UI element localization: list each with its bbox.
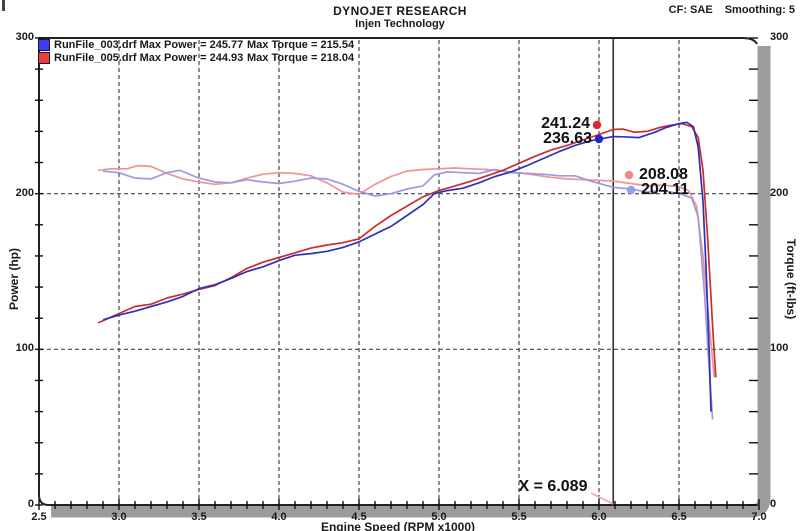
right-y-tick-label: 200 bbox=[770, 186, 789, 199]
page-subtitle: Injen Technology bbox=[355, 18, 445, 30]
value-marker-dot-2 bbox=[624, 170, 634, 180]
value-marker-dot-3 bbox=[626, 185, 636, 195]
value-marker-dot-0 bbox=[592, 120, 602, 130]
value-marker-dot-1 bbox=[594, 134, 604, 144]
legend-row-runfile-003[interactable]: RunFile_003.drf Max Power = 245.77 Max T… bbox=[38, 39, 354, 51]
curve-torque_runfile_003 bbox=[102, 168, 714, 420]
left-y-tick-label: 300 bbox=[15, 31, 34, 43]
cursor-value-label-2: 208.08 bbox=[639, 166, 688, 183]
x-tick-label: 6.5 bbox=[671, 511, 687, 523]
screen-artifact bbox=[2, 0, 5, 11]
run-003-max-torque: Max Torque = 215.54 bbox=[247, 39, 355, 51]
right-y-tick-label: 300 bbox=[770, 31, 789, 43]
x-tick-label: 6.0 bbox=[591, 511, 607, 523]
curve-torque_runfile_005 bbox=[98, 164, 716, 378]
left-y-tick-label: 100 bbox=[15, 342, 34, 355]
run-005-color-swatch bbox=[38, 52, 50, 64]
curve-power_runfile_005 bbox=[97, 122, 717, 378]
run-003-color-swatch bbox=[38, 39, 50, 51]
legend-row-runfile-005[interactable]: RunFile_005.drf Max Power = 244.93 Max T… bbox=[38, 52, 354, 64]
correction-factor-label: CF: SAE bbox=[668, 4, 713, 16]
page-title: DYNOJET RESEARCH bbox=[333, 4, 467, 18]
plot-frame-left-bottom bbox=[38, 38, 757, 506]
cursor-value-label-0: 241.24 bbox=[541, 115, 590, 132]
right-y-tick-label: 0 bbox=[770, 498, 777, 510]
x-tick-label: 4.5 bbox=[351, 511, 367, 523]
run-005-label: RunFile_005.drf Max Power = 244.93 bbox=[54, 52, 244, 64]
x-tick-label: 7.0 bbox=[751, 511, 767, 523]
cursor-value-label-1: 236.63 bbox=[543, 130, 592, 147]
cursor-x-label: X = 6.089 bbox=[518, 478, 588, 495]
x-tick-label: 3.0 bbox=[111, 511, 127, 523]
x-tick-label: 2.5 bbox=[31, 511, 47, 523]
right-axis-title: Torque (ft-lbs) bbox=[784, 238, 798, 320]
left-axis-title: Power (hp) bbox=[7, 248, 21, 310]
left-y-tick-label: 200 bbox=[15, 186, 34, 199]
left-y-tick-label: 0 bbox=[27, 498, 34, 510]
x-tick-label: 5.5 bbox=[511, 511, 527, 523]
cursor-value-label-3: 204.11 bbox=[641, 181, 690, 198]
run-005-max-torque: Max Torque = 218.04 bbox=[247, 52, 355, 64]
plot-frame-top bbox=[39, 37, 758, 45]
plot-border-band bbox=[51, 46, 771, 518]
cursor-leader-line bbox=[590, 492, 614, 505]
correction-smoothing-readout: CF: SAE Smoothing: 5 bbox=[660, 4, 795, 16]
curve-power_runfile_003 bbox=[102, 121, 712, 412]
smoothing-label: Smoothing: 5 bbox=[724, 4, 795, 16]
x-tick-label: 3.5 bbox=[191, 511, 207, 523]
x-axis-title: Engine Speed (RPM x1000) bbox=[320, 520, 476, 531]
right-y-tick-label: 100 bbox=[770, 342, 789, 355]
x-tick-label: 5.0 bbox=[431, 511, 447, 523]
x-tick-label: 4.0 bbox=[271, 511, 287, 523]
run-003-label: RunFile_003.drf Max Power = 245.77 bbox=[54, 39, 244, 51]
